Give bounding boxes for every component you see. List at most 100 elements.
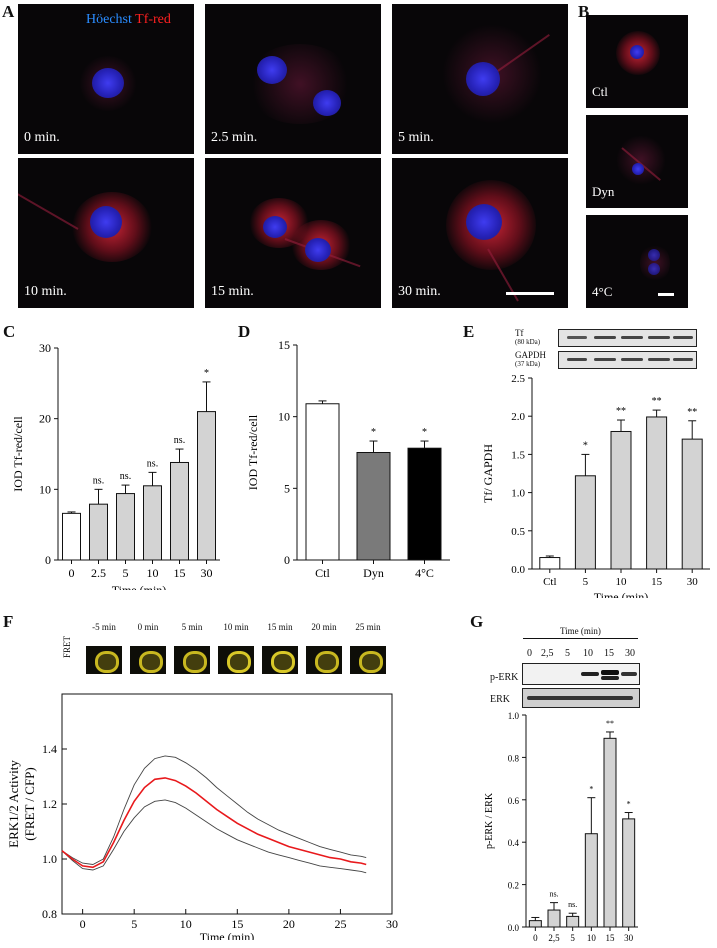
bar <box>89 503 108 561</box>
y-tick-label: 1.0 <box>508 711 520 721</box>
condition-label: Dyn <box>592 184 615 199</box>
micrograph-10min: 10 min. <box>18 158 194 308</box>
bar <box>62 512 81 561</box>
significance-label: ns. <box>147 458 158 469</box>
y-tick-label: 20 <box>39 412 51 426</box>
micrograph-5min: 5 min. <box>392 4 568 154</box>
significance-label: ** <box>652 396 662 407</box>
panel-letter-f: F <box>3 612 14 631</box>
lane-label: 2,5 <box>541 648 554 659</box>
y-tick-label: 2.0 <box>511 411 525 423</box>
scale-bar <box>506 292 554 295</box>
y-tick-label: 1.0 <box>42 852 57 866</box>
x-axis-label: Time (min) <box>200 930 255 940</box>
timepoint-label: 15 min. <box>211 284 254 299</box>
fret-image <box>262 646 298 674</box>
blot-label-gapdh: GAPDH (37 kDa) <box>515 351 546 369</box>
series-line-bound <box>61 799 367 874</box>
plot-frame <box>61 693 393 915</box>
y-axis-label: IOD Tf-red/cell <box>11 416 25 492</box>
blot-label-erk: ERK <box>490 694 510 705</box>
x-tick-label: 20 <box>283 917 295 931</box>
bar <box>197 411 216 561</box>
micrograph-4c: 4°C <box>586 215 688 308</box>
y-axis-label: Tf/ GAPDH <box>481 444 495 503</box>
western-blot-perk <box>522 663 640 685</box>
micrograph-2-5min: 2.5 min. <box>205 4 381 154</box>
fret-image <box>130 646 166 674</box>
fret-time: -5 min <box>92 622 116 632</box>
y-tick-label: 0.2 <box>508 881 519 891</box>
y-tick-label: 0 <box>284 553 290 567</box>
panel-letter-a: A <box>2 2 15 21</box>
y-axis-label: (FRET / CFP) <box>22 767 37 840</box>
y-tick-label: 1.2 <box>42 797 57 811</box>
bar <box>143 485 162 561</box>
chart-d: 0 5 10 15 Ctl * Dyn * 4°C IOD Tf-red/cell <box>246 338 450 580</box>
blot-time-title: Time (min) <box>560 626 601 636</box>
lane-label: 30 <box>625 648 635 659</box>
panel-letter-g: G <box>470 612 484 631</box>
chart-e: 0.0 0.5 1.0 1.5 2.0 2.5 Ctl * 5 ** 10 ** 15 ** 30 Tf/ G… <box>481 373 710 598</box>
bar <box>574 475 596 570</box>
x-tick-label: 0 <box>69 566 75 580</box>
bar <box>116 493 135 561</box>
nucleus <box>466 62 500 96</box>
x-tick-label: Dyn <box>363 566 384 580</box>
bar <box>356 452 391 561</box>
x-tick-label: Ctl <box>315 566 330 580</box>
blot-label-gapdh-name: GAPDH <box>515 350 547 360</box>
x-tick-label: 10 <box>616 576 628 588</box>
micrograph-30min: 30 min. <box>392 158 568 308</box>
fret-image <box>350 646 386 674</box>
fret-image <box>306 646 342 674</box>
y-tick-label: 0.5 <box>511 526 525 538</box>
significance-label: * <box>583 440 588 451</box>
nucleus <box>632 163 644 175</box>
fret-strip: -5 min 0 min 5 min 10 min 15 min 20 min … <box>82 622 392 692</box>
scale-bar <box>658 293 674 296</box>
y-tick-label: 15 <box>278 338 290 352</box>
x-tick-label: 30 <box>201 566 213 580</box>
bar <box>407 447 442 561</box>
legend-hoechst: Höechst <box>86 12 132 27</box>
panel-letter-d: D <box>238 322 251 341</box>
significance-label: * <box>204 368 209 379</box>
x-tick-label: 2.5 <box>91 566 106 580</box>
x-tick-label: 5 <box>131 917 137 931</box>
micrograph-15min: 15 min. <box>205 158 381 308</box>
y-tick-label: 0.8 <box>42 907 57 921</box>
x-tick-label: 15 <box>174 566 186 580</box>
x-tick-label: 0 <box>533 933 538 943</box>
y-tick-label: 0.8 <box>508 753 520 763</box>
y-axis-label: IOD Tf-red/cell <box>246 414 260 490</box>
x-axis-label: Time (min) <box>112 583 167 590</box>
x-axis-label: Time (min) <box>594 590 649 598</box>
significance-label: * <box>371 427 376 438</box>
fret-image <box>86 646 122 674</box>
fret-time: 15 min <box>267 622 293 632</box>
fret-image <box>174 646 210 674</box>
nucleus <box>630 45 644 59</box>
x-tick-label: 15 <box>606 933 616 943</box>
y-tick-label: 0 <box>45 553 51 567</box>
micrograph-ctl: Ctl <box>586 15 688 108</box>
significance-label: ns. <box>120 471 131 482</box>
y-tick-label: 2.5 <box>511 373 525 385</box>
timepoint-label: 30 min. <box>398 284 441 299</box>
cell-glow <box>245 44 355 124</box>
blot-lanes: 0 2,5 5 10 15 30 <box>525 648 640 660</box>
blot-label-tf-kda: (80 kDa) <box>515 338 541 346</box>
x-tick-label: 5 <box>570 933 575 943</box>
chart-f: 0 5 10 15 20 25 30 0.8 1.0 1.2 1.4 Time (min) ERK1/2… <box>6 693 398 940</box>
western-blot-gapdh <box>558 351 697 369</box>
fret-time: 20 min <box>311 622 337 632</box>
y-tick-label: 30 <box>39 341 51 355</box>
fret-label-box: FRET <box>62 636 78 670</box>
timepoint-label: 2.5 min. <box>211 130 258 145</box>
timepoint-label: 0 min. <box>24 130 60 145</box>
fret-time: 25 min <box>355 622 381 632</box>
western-blot-erk <box>522 688 640 708</box>
timepoint-label: 5 min. <box>398 130 434 145</box>
bar <box>547 909 561 928</box>
